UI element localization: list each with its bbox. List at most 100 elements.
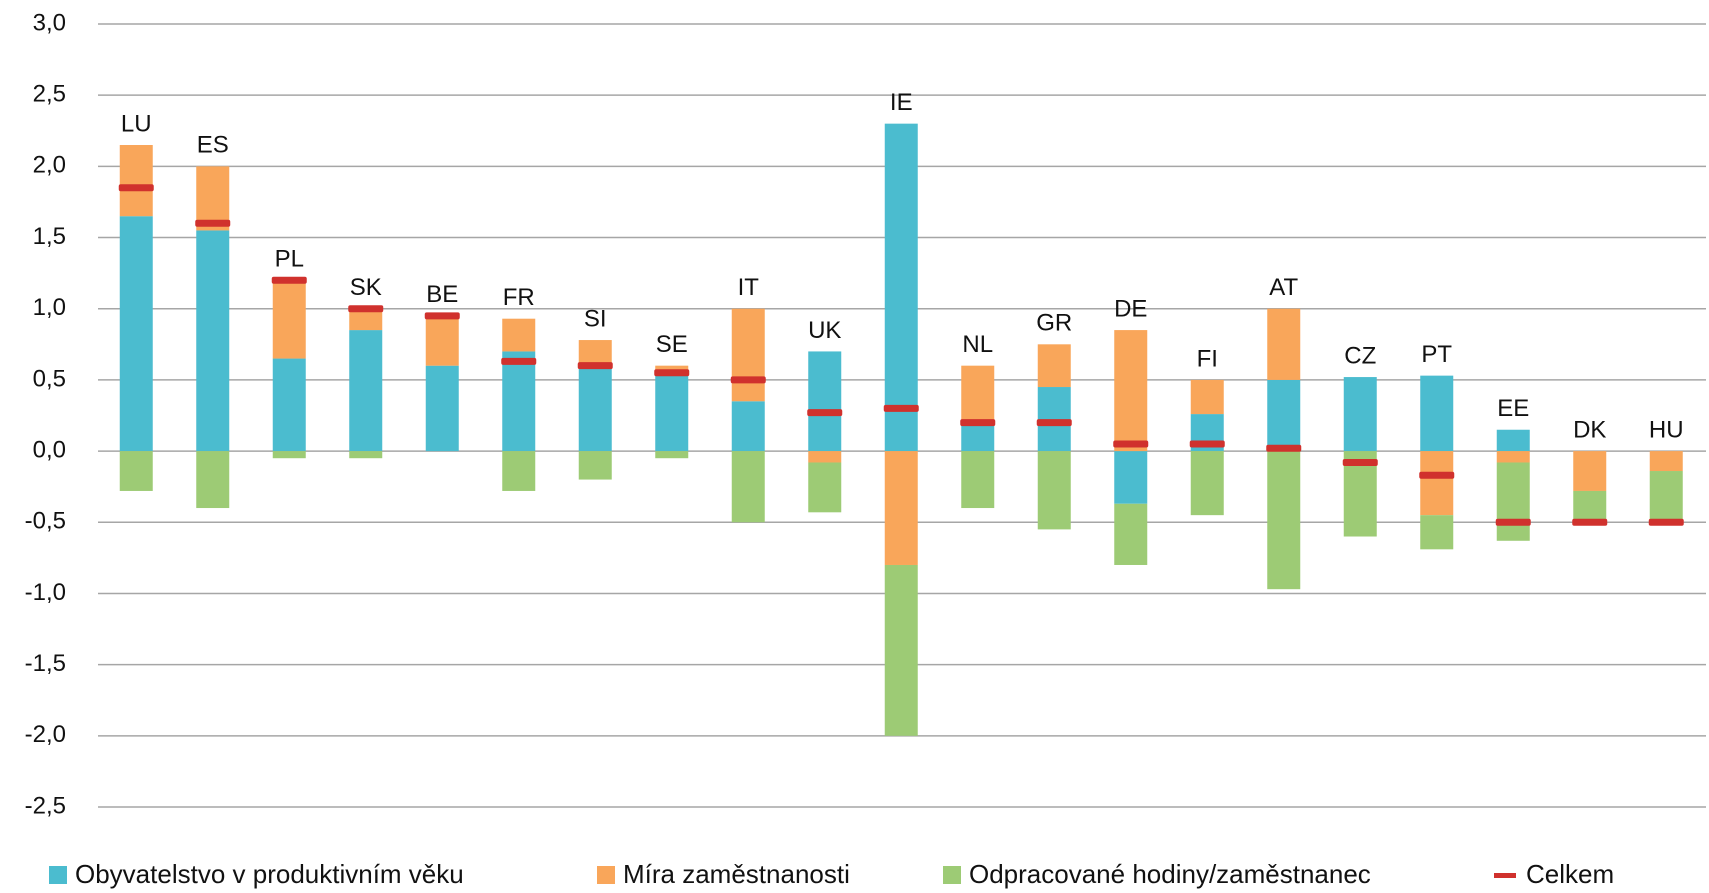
bar-segment: [272, 280, 306, 359]
bar-segment: [731, 308, 765, 402]
category-label: SK: [350, 274, 382, 301]
category-label: NL: [962, 331, 993, 358]
category-label: EE: [1497, 395, 1529, 422]
y-tick-label: 2,0: [33, 152, 66, 179]
bar-segment: [961, 425, 995, 452]
bar-segment: [119, 451, 153, 491]
total-marker: [654, 369, 690, 377]
total-marker: [577, 362, 613, 370]
total-marker: [730, 376, 766, 384]
bar-segment: [961, 365, 995, 426]
bar-segment: [1114, 330, 1148, 452]
bar-segment: [1267, 308, 1301, 380]
y-tick-label: -1,0: [25, 579, 66, 606]
y-tick-label: -2,5: [25, 792, 66, 819]
y-tick-label: -0,5: [25, 508, 66, 535]
bar-segment: [1037, 451, 1071, 530]
legend-swatch: [1494, 873, 1516, 878]
bar-segment: [196, 451, 230, 509]
total-marker: [1113, 440, 1149, 448]
bar-segment: [808, 351, 842, 452]
bar-segment: [1190, 379, 1224, 415]
bar-segment: [119, 145, 153, 217]
category-label: IE: [890, 89, 913, 116]
category-label: BE: [426, 281, 458, 308]
category-label: LU: [121, 110, 152, 137]
bar-segment: [1420, 375, 1454, 452]
total-marker: [271, 276, 307, 284]
bar-segment: [731, 401, 765, 452]
bar-segment: [349, 330, 383, 452]
bar-segment: [1037, 344, 1071, 388]
bar-segment: [1420, 515, 1454, 550]
bar-segment: [884, 564, 918, 736]
bar-segment: [884, 451, 918, 565]
total-marker: [960, 419, 996, 427]
category-label: SE: [656, 331, 688, 358]
bar-segment: [655, 451, 689, 459]
bar-segment: [349, 451, 383, 459]
category-label: FI: [1197, 345, 1218, 372]
legend-label: Míra zaměstnanosti: [623, 859, 850, 889]
legend-label: Odpracované hodiny/zaměstnanec: [969, 859, 1371, 889]
bar-segment: [655, 372, 689, 452]
bar-segment: [196, 166, 230, 231]
bar-segment: [349, 308, 383, 331]
bar-segment: [425, 315, 459, 366]
y-tick-label: 0,5: [33, 365, 66, 392]
total-marker: [1342, 458, 1378, 466]
bar-segment: [502, 351, 536, 452]
bar-segment: [1267, 451, 1301, 590]
total-marker: [1648, 518, 1684, 526]
bar-segment: [502, 318, 536, 352]
legend-swatch: [597, 866, 615, 884]
category-label: AT: [1269, 274, 1298, 301]
bar-segment: [1573, 451, 1607, 491]
total-marker: [118, 184, 154, 192]
category-label: DE: [1114, 295, 1147, 322]
category-label: IT: [738, 274, 760, 301]
category-label: SI: [584, 305, 607, 332]
total-marker: [348, 305, 384, 313]
total-marker: [807, 409, 843, 417]
bar-segment: [578, 451, 612, 480]
total-marker: [1572, 518, 1608, 526]
total-marker: [883, 404, 919, 412]
category-label: GR: [1036, 310, 1072, 337]
bar-segment: [119, 216, 153, 452]
bar-segment: [1496, 451, 1530, 463]
category-label: DK: [1573, 416, 1606, 443]
total-marker: [1495, 518, 1531, 526]
y-tick-label: 1,5: [33, 223, 66, 250]
bar-segment: [808, 451, 842, 463]
bar-segment: [808, 462, 842, 513]
total-marker: [501, 357, 537, 365]
total-marker: [1189, 440, 1225, 448]
bar-segment: [1114, 451, 1148, 504]
category-label: HU: [1649, 416, 1684, 443]
bar-segment: [961, 451, 995, 509]
bar-segment: [425, 365, 459, 452]
y-tick-label: 1,0: [33, 294, 66, 321]
legend-label: Celkem: [1526, 859, 1614, 889]
y-tick-label: 0,0: [33, 436, 66, 463]
y-tick-label: -2,0: [25, 721, 66, 748]
bar-segment: [578, 340, 612, 366]
bar-segment: [1114, 503, 1148, 565]
bar-segment: [1649, 471, 1683, 523]
bar-segment: [196, 230, 230, 452]
bar-segment: [884, 123, 918, 452]
y-tick-label: 2,5: [33, 81, 66, 108]
category-label: PL: [275, 246, 304, 273]
total-marker: [424, 312, 460, 320]
bar-segment: [502, 451, 536, 491]
bar-segment: [1037, 387, 1071, 452]
legend-swatch: [49, 866, 67, 884]
bar-segment: [578, 365, 612, 452]
total-marker: [1266, 444, 1302, 452]
category-label: PT: [1421, 341, 1452, 368]
legend-swatch: [943, 866, 961, 884]
bar-segment: [1573, 490, 1607, 523]
bar-segment: [1343, 377, 1377, 452]
